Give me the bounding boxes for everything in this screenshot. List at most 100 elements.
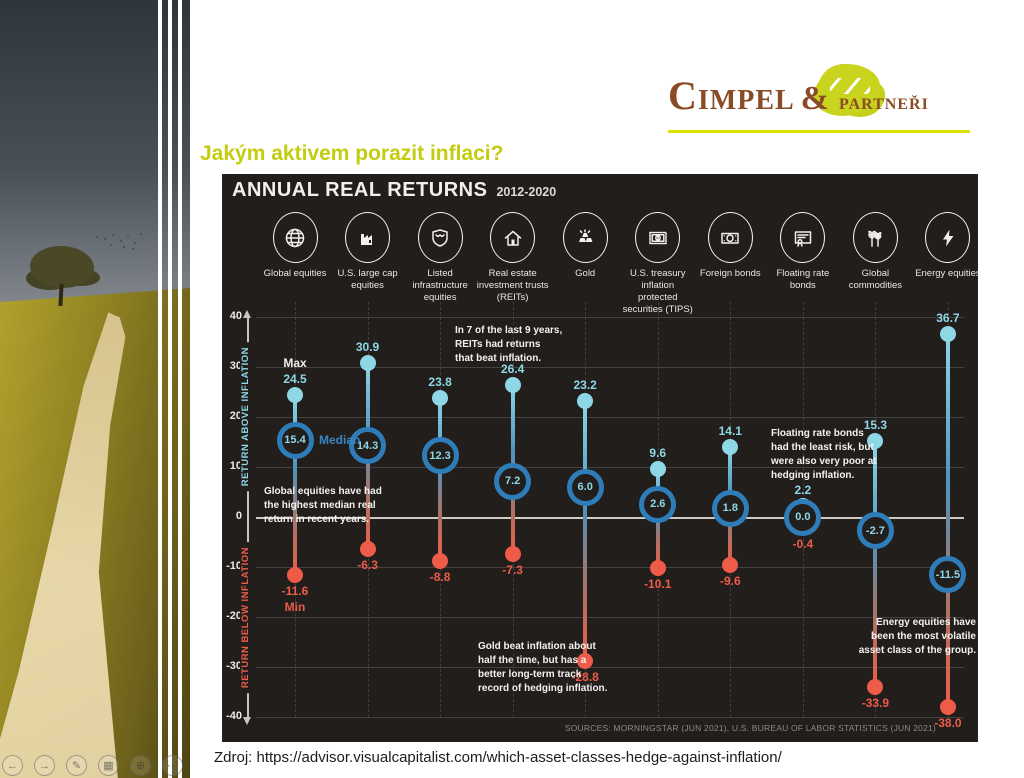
range-stem — [945, 333, 950, 707]
median-ring: 12.3 — [421, 437, 459, 474]
gridline — [256, 667, 964, 668]
logo-underline — [668, 130, 970, 133]
max-value-label: 24.5 — [283, 371, 307, 386]
category-label: Global commodities — [848, 268, 903, 291]
min-value-label: -10.1 — [644, 576, 672, 591]
annual-real-returns-chart: ANNUAL REAL RETURNS 2012-2020 Global equ… — [222, 174, 978, 742]
previous-slide-button[interactable]: ← — [2, 755, 23, 776]
leaf-icon — [818, 64, 880, 114]
min-dot — [432, 553, 449, 569]
annotation: Floating rate bonds had the least risk, … — [771, 428, 877, 481]
zero-gridline — [256, 517, 964, 519]
globe-icon — [272, 212, 318, 263]
house-icon — [490, 212, 536, 263]
max-dot — [867, 432, 884, 449]
min-value-label: -7.3 — [502, 562, 523, 577]
divider-stripe — [178, 0, 182, 778]
max-value-label: 26.4 — [500, 362, 525, 376]
axis-label-above-inflation: RETURN ABOVE INFLATION — [240, 342, 251, 492]
min-value-label: -8.8 — [429, 570, 451, 584]
axis-arrow-up — [243, 310, 251, 318]
min-value-label: -33.9 — [861, 695, 890, 710]
category-column-3: Listed infrastructure equities — [403, 212, 477, 304]
pen-tool-button[interactable]: ✎ — [66, 755, 87, 776]
logo-ampersand: & — [800, 80, 829, 117]
tick-label: 10 — [229, 460, 242, 472]
chart-header: ANNUAL REAL RETURNS 2012-2020 — [232, 179, 556, 202]
max-value-label: 9.6 — [649, 446, 667, 460]
tick-label: -10 — [226, 560, 242, 572]
more-options-button[interactable]: ⋯ — [162, 755, 183, 776]
min-dot — [649, 559, 666, 576]
tick-label: -40 — [226, 710, 242, 722]
min-value-label: -28.8 — [571, 670, 599, 684]
legend-median: Median — [319, 433, 361, 447]
next-slide-button[interactable]: → — [34, 755, 55, 776]
median-ring: -11.5 — [929, 556, 967, 593]
gridline — [256, 317, 964, 318]
category-label: U.S. large cap equities — [337, 268, 398, 291]
max-value-label: 15.3 — [863, 417, 888, 432]
treasury-note-icon — [635, 212, 681, 263]
source-url: Zdroj: https://advisor.visualcapitalist.… — [214, 749, 782, 766]
gridline — [256, 567, 964, 568]
category-column-1: Global equities — [258, 212, 332, 280]
tree-icon — [30, 246, 94, 288]
shield-icon — [417, 212, 463, 263]
median-ring: 2.6 — [639, 485, 677, 523]
category-label: Energy equities — [915, 268, 978, 279]
min-dot — [359, 540, 376, 557]
slide-sorter-button[interactable]: ▦ — [98, 755, 119, 776]
axis-arrow-down — [243, 717, 251, 725]
wheat-icon — [852, 212, 898, 263]
lightning-icon — [925, 212, 971, 263]
min-dot — [577, 653, 594, 669]
page-title: Jakým aktivem porazit inflaci? — [200, 142, 504, 165]
max-value-label: 2.2 — [794, 483, 812, 497]
annotation: In 7 of the last 9 years, REITs had retu… — [455, 325, 563, 364]
category-column-9: Global commodities — [838, 212, 912, 292]
median-ring: 15.4 — [276, 421, 314, 459]
company-logo: Cimpel & partneři — [668, 64, 974, 134]
median-ring: 1.8 — [711, 489, 749, 527]
max-dot — [722, 438, 739, 455]
category-column-2: U.S. large cap equities — [331, 212, 405, 292]
max-dot — [504, 377, 521, 393]
gridline — [256, 467, 964, 468]
gridline — [256, 717, 964, 718]
min-value-label: -0.4 — [792, 537, 814, 551]
zoom-tool-button[interactable]: ⊕ — [130, 755, 151, 776]
max-dot — [649, 461, 666, 477]
min-dot — [867, 678, 884, 695]
gridline — [256, 417, 964, 418]
divider-stripe — [158, 0, 162, 778]
category-label: U.S. treasury inflation protected securi… — [622, 268, 693, 315]
median-ring: 14.3 — [349, 427, 387, 464]
category-label: Global equities — [263, 268, 327, 279]
axis-label-below-inflation: RETURN BELOW INFLATION — [240, 542, 251, 694]
logo-subname: partneři — [839, 89, 929, 114]
max-value-label: 23.8 — [428, 375, 452, 389]
range-stem — [293, 394, 297, 575]
category-column-6: U.S. treasury inflation protected securi… — [621, 212, 695, 316]
legend-min: Min — [284, 600, 306, 614]
max-dot — [939, 325, 956, 342]
chart-sources: SOURCES: MORNINGSTAR (JUN 2021), U.S. BU… — [564, 723, 936, 733]
tick-label: -30 — [226, 660, 242, 672]
chart-title: ANNUAL REAL RETURNS — [232, 179, 488, 201]
tick-label: 0 — [235, 510, 242, 522]
category-column-8: Floating rate bonds — [766, 212, 840, 292]
annotation: Gold beat inflation about half the time,… — [478, 641, 608, 694]
median-ring: 7.2 — [494, 462, 532, 500]
tick-label: 40 — [229, 310, 242, 322]
category-column-7: Foreign bonds — [693, 212, 767, 280]
min-value-label: -9.6 — [719, 574, 741, 588]
range-stem — [873, 440, 878, 687]
gridline — [256, 367, 964, 368]
presenter-controls: ← → ✎ ▦ ⊕ ⋯ — [2, 755, 183, 776]
factory-icon — [345, 212, 391, 263]
max-value-label: 30.9 — [355, 339, 380, 354]
max-value-label: 23.2 — [573, 378, 597, 392]
category-label: Gold — [575, 268, 596, 279]
